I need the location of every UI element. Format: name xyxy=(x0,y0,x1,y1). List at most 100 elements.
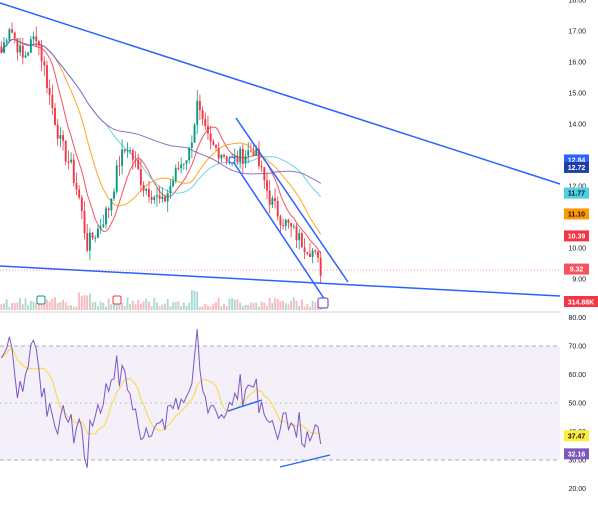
channel-upper-line[interactable] xyxy=(235,117,349,283)
price-tick-label: 17.00 xyxy=(568,29,586,36)
candle-body xyxy=(308,253,311,257)
trendline-handle[interactable] xyxy=(228,156,236,164)
volume-bar xyxy=(158,306,161,310)
price-tag-label: 11.10 xyxy=(568,211,585,218)
earnings-marker[interactable] xyxy=(36,295,46,305)
candle-body xyxy=(244,155,247,164)
volume-bar xyxy=(62,299,64,310)
volume-bar xyxy=(292,297,295,310)
rsi-trendline-2[interactable] xyxy=(279,454,331,468)
volume-bar xyxy=(209,306,212,310)
candle-body xyxy=(209,133,212,142)
candle-body xyxy=(177,167,180,169)
resistance-trendline[interactable] xyxy=(0,2,561,185)
price-tick-label: 12.00 xyxy=(568,184,586,191)
candle-body xyxy=(260,166,263,168)
volume-bar xyxy=(64,302,67,310)
candle-body xyxy=(215,144,217,148)
volume-bar xyxy=(185,306,188,310)
candle-body xyxy=(21,45,24,58)
candle-body xyxy=(46,65,48,88)
event-flag-icon[interactable] xyxy=(317,297,329,309)
candle-body xyxy=(233,155,236,159)
volume-bar xyxy=(204,304,207,310)
volume-bar xyxy=(252,303,255,310)
candle-body xyxy=(225,156,228,162)
rsi-tick-label: 80.00 xyxy=(568,315,586,322)
candle-body xyxy=(239,148,242,163)
candle-body xyxy=(70,159,73,163)
price-tick-label: 14.00 xyxy=(568,122,586,129)
volume-bar xyxy=(266,306,268,310)
earnings-marker[interactable] xyxy=(112,295,122,305)
candle-body xyxy=(236,155,239,163)
volume-bar xyxy=(190,290,193,310)
price-pane[interactable] xyxy=(0,2,561,310)
volume-bar xyxy=(180,306,183,310)
volume-bar xyxy=(126,297,129,310)
volume-bar xyxy=(300,299,303,310)
price-tag xyxy=(564,161,589,173)
volume-bar xyxy=(274,298,276,310)
volume-bar xyxy=(212,303,215,310)
candle-body xyxy=(13,32,16,39)
volume-bar xyxy=(72,306,75,310)
volume-bar xyxy=(193,290,196,310)
candle-body xyxy=(129,150,132,152)
candle-body xyxy=(196,100,199,125)
volume-bar xyxy=(147,301,150,310)
volume-bar xyxy=(217,297,220,310)
rsi-pane[interactable] xyxy=(0,329,560,468)
candle-body xyxy=(147,188,150,198)
candle-body xyxy=(115,165,118,192)
volume-bar xyxy=(54,297,56,310)
volume-bar xyxy=(239,302,242,310)
candle-body xyxy=(19,45,22,53)
candle-body xyxy=(212,141,215,145)
channel-lower-line[interactable] xyxy=(231,159,326,301)
candle-body xyxy=(107,208,110,211)
rsi-signal-line xyxy=(1,348,321,435)
candle-body xyxy=(16,38,19,53)
candle-body xyxy=(263,167,266,181)
rsi-lines xyxy=(0,329,322,468)
candle-body xyxy=(40,45,43,62)
candle-body xyxy=(43,61,46,66)
candle-body xyxy=(80,197,83,211)
candle-body xyxy=(217,147,220,159)
volume-bars xyxy=(0,290,322,310)
volume-bar xyxy=(166,298,169,310)
candle-body xyxy=(198,100,201,111)
candle-body xyxy=(300,233,303,248)
candle-body xyxy=(287,219,290,223)
volume-bar xyxy=(51,298,54,310)
rsi-tag-label: 37.47 xyxy=(568,433,586,440)
support-trendline[interactable] xyxy=(0,265,561,297)
candle-body xyxy=(172,180,175,187)
candle-body xyxy=(94,237,97,239)
rsi-trendlines xyxy=(227,399,331,468)
rsi-tag xyxy=(564,448,589,460)
volume-bar xyxy=(24,298,27,310)
volume-bar xyxy=(298,306,301,310)
candle-body xyxy=(86,233,89,251)
volume-bar xyxy=(11,302,14,310)
volume-bar xyxy=(123,305,126,310)
volume-bar xyxy=(59,301,62,310)
volume-bar xyxy=(3,303,5,310)
candle-body xyxy=(8,29,11,41)
volume-bar xyxy=(121,302,124,310)
volume-bar xyxy=(282,300,285,310)
volume-bar xyxy=(139,303,142,310)
candle-body xyxy=(123,149,126,152)
candle-body xyxy=(110,198,113,211)
volume-bar xyxy=(207,305,209,310)
volume-bar xyxy=(290,300,293,310)
event-markers xyxy=(36,295,329,309)
rsi-trendline-1[interactable] xyxy=(227,399,263,412)
candle-body xyxy=(274,198,276,201)
candle-body xyxy=(169,186,172,194)
candle-body xyxy=(276,200,279,217)
